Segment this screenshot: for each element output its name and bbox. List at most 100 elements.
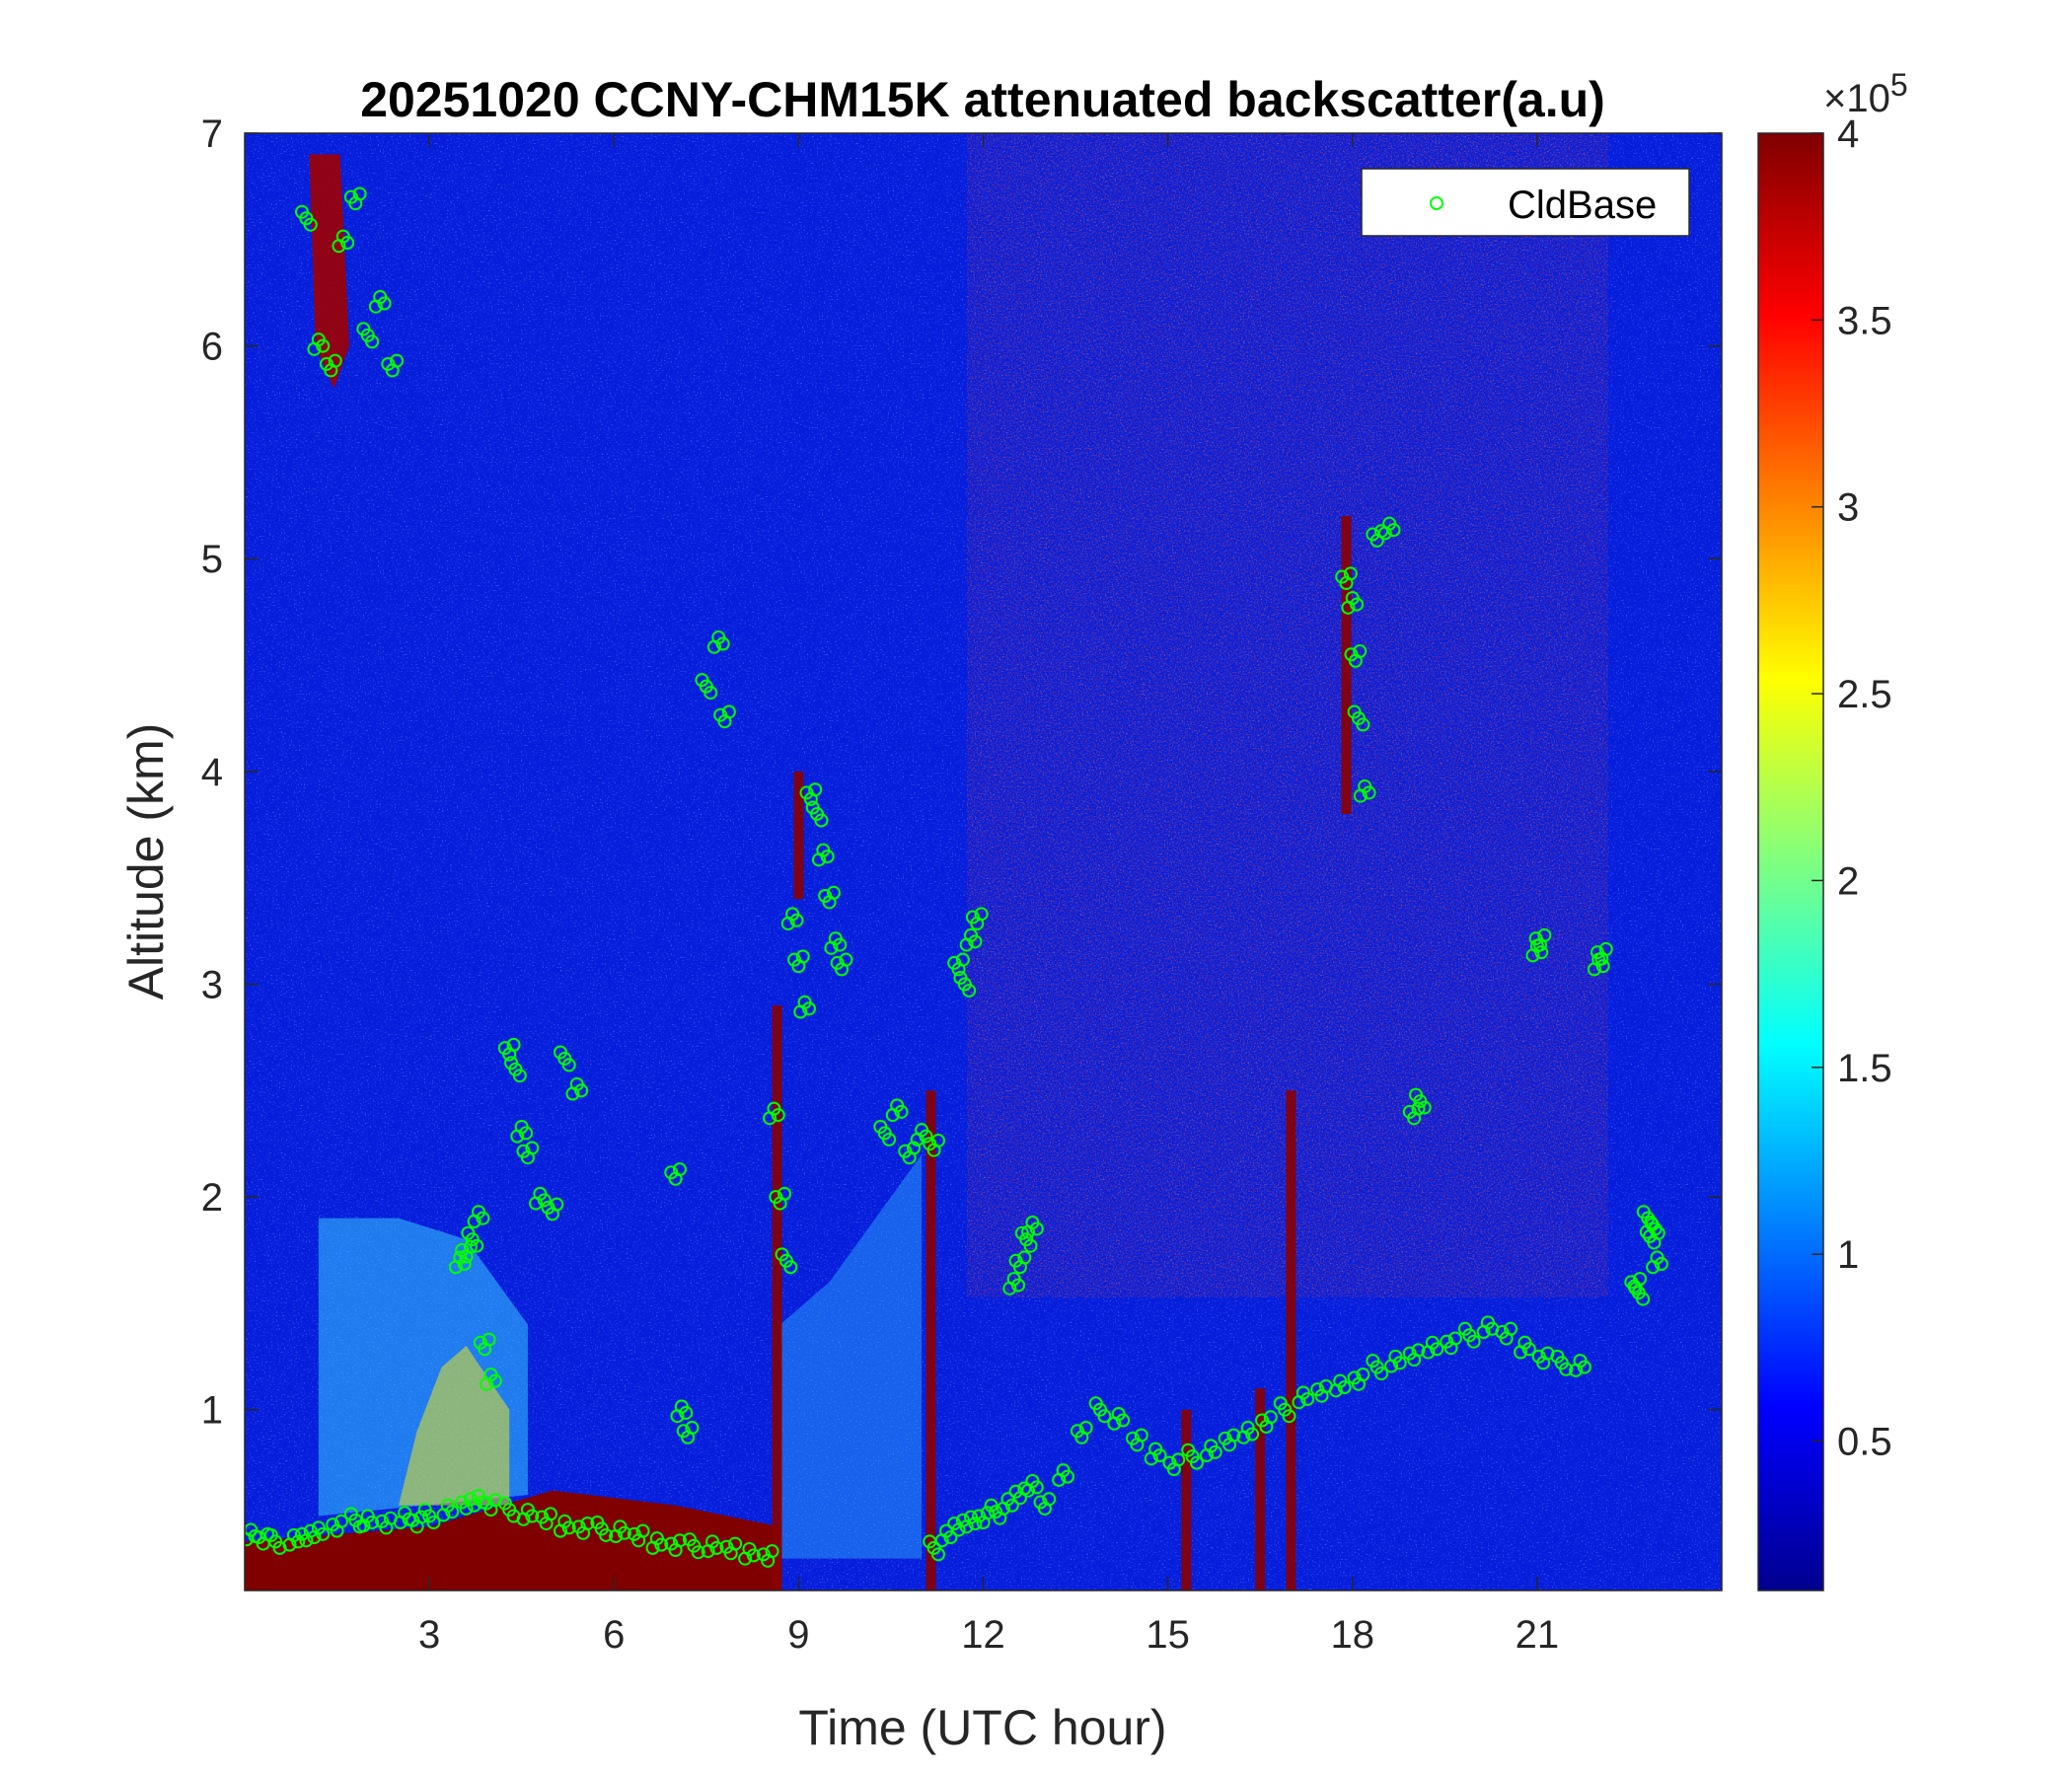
y-tick-label: 7 — [201, 112, 223, 156]
cldbase-point — [457, 1257, 472, 1272]
colorbar-tick-label: 2.5 — [1837, 673, 1892, 716]
cldbase-point — [907, 1141, 922, 1155]
cldbase-point — [1559, 1362, 1574, 1376]
cldbase-point — [721, 704, 736, 719]
cldbase-point — [1504, 1321, 1518, 1336]
cldbase-point — [1337, 1380, 1352, 1395]
cldbase-point — [808, 782, 823, 797]
cldbase-point — [980, 1506, 995, 1520]
cldbase-point — [1116, 1413, 1131, 1428]
cldbase-point — [328, 353, 342, 368]
x-tick-label: 21 — [1516, 1613, 1560, 1657]
cldbase-point — [1343, 566, 1358, 581]
cldbase-point — [1636, 1292, 1651, 1306]
cldbase-point — [1537, 927, 1552, 942]
cldbase-point — [919, 1129, 933, 1144]
colorbar-tick-label: 3.5 — [1837, 299, 1892, 342]
cldbase-point — [1521, 1342, 1536, 1357]
cldbase-point — [1263, 1410, 1278, 1425]
cldbase-point — [962, 983, 977, 998]
cldbase-point — [519, 1126, 534, 1141]
surface-saturation — [245, 1490, 780, 1591]
cldbase-point — [746, 1548, 761, 1563]
cldbase-point — [703, 686, 718, 701]
cldbase-point — [1374, 1367, 1389, 1381]
cldbase-point — [1029, 1480, 1044, 1495]
cloud-column — [1341, 516, 1352, 814]
cldbase-point — [1060, 1469, 1074, 1484]
cldbase-point — [525, 1141, 540, 1155]
cldbase-point — [1417, 1100, 1432, 1115]
cldbase-point — [1430, 1342, 1444, 1357]
cldbase-point — [506, 1037, 521, 1052]
cldbase-point — [1598, 941, 1613, 956]
cldbase-point — [1300, 1391, 1315, 1406]
cldbase-point — [833, 937, 848, 952]
cldbase-point — [820, 850, 835, 864]
cloud-column — [1286, 1090, 1296, 1591]
cloud-base-markers — [245, 186, 1668, 1568]
cldbase-point — [679, 1405, 694, 1420]
cldbase-point — [580, 1517, 595, 1531]
cldbase-point — [1654, 1257, 1668, 1272]
cldbase-point — [291, 1534, 306, 1549]
x-axis-label: Time (UTC hour) — [798, 1700, 1166, 1755]
legend-marker — [1430, 196, 1443, 210]
cldbase-point — [826, 885, 841, 900]
heat-features — [245, 154, 1352, 1591]
cldbase-point — [654, 1537, 669, 1552]
cldbase-point — [728, 1536, 743, 1551]
cldbase-point — [390, 353, 405, 368]
cldbase-point — [512, 1069, 527, 1083]
cldbase-point — [783, 1260, 798, 1275]
cldbase-point — [574, 1083, 589, 1098]
cldbase-point — [709, 1540, 724, 1555]
cloud-column — [1255, 1388, 1266, 1591]
colorbar-tick-label: 4 — [1837, 112, 1859, 156]
cldbase-point — [801, 1001, 816, 1016]
cloud-column — [1181, 1409, 1192, 1591]
cldbase-point — [1245, 1427, 1260, 1442]
cldbase-point — [1356, 1368, 1370, 1382]
cldbase-point — [672, 1162, 687, 1177]
cldbase-point — [777, 1186, 792, 1201]
cldbase-point — [1362, 785, 1376, 800]
cldbase-point — [561, 1058, 576, 1073]
cldbase-point — [1595, 959, 1610, 974]
cldbase-point — [1226, 1428, 1241, 1443]
cldbase-point — [525, 1509, 540, 1523]
x-tick-label: 15 — [1146, 1613, 1190, 1657]
cldbase-point — [974, 907, 989, 922]
cldbase-point — [1534, 945, 1549, 960]
cldbase-point — [617, 1525, 631, 1540]
cirrus-streak — [309, 154, 350, 389]
cldbase-point — [599, 1527, 614, 1542]
cldbase-point — [1134, 1428, 1148, 1443]
y-axis-label: Altitude (km) — [118, 723, 174, 1000]
cldbase-point — [470, 1238, 484, 1253]
cldbase-point — [476, 1211, 490, 1225]
cldbase-point — [1392, 1356, 1407, 1370]
cldbase-point — [1189, 1455, 1204, 1470]
cldbase-point — [316, 1526, 331, 1541]
x-tick-label: 18 — [1331, 1613, 1375, 1657]
y-tick-label: 5 — [201, 538, 223, 581]
y-tick-label: 2 — [201, 1176, 223, 1220]
cldbase-point — [463, 1239, 478, 1254]
y-axis: 1 2 3 4 5 6 7 — [201, 112, 1722, 1433]
y-tick-label: 3 — [201, 963, 223, 1006]
cldbase-point — [672, 1533, 687, 1548]
cldbase-point — [340, 236, 355, 251]
cldbase-point — [1208, 1444, 1222, 1459]
cldbase-point — [365, 334, 380, 349]
x-axis: 3 6 9 12 15 18 21 — [418, 133, 1559, 1657]
cldbase-point — [894, 1104, 909, 1119]
cldbase-point — [561, 1520, 576, 1535]
cldbase-point — [795, 949, 810, 964]
legend: CldBase — [1361, 168, 1690, 237]
cldbase-point — [377, 296, 392, 311]
y-tick-label: 1 — [201, 1389, 223, 1433]
cldbase-point — [316, 338, 331, 353]
colorbar-gradient — [1757, 132, 1824, 1591]
